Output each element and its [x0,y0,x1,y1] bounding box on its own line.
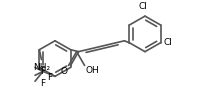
Text: O: O [61,67,68,76]
Text: Cl: Cl [139,2,147,11]
Text: Cl: Cl [164,38,172,47]
Text: F: F [40,79,45,88]
Text: F: F [47,73,52,82]
Text: F: F [40,67,45,76]
Text: NH₂: NH₂ [33,64,50,73]
Text: OH: OH [86,67,99,75]
